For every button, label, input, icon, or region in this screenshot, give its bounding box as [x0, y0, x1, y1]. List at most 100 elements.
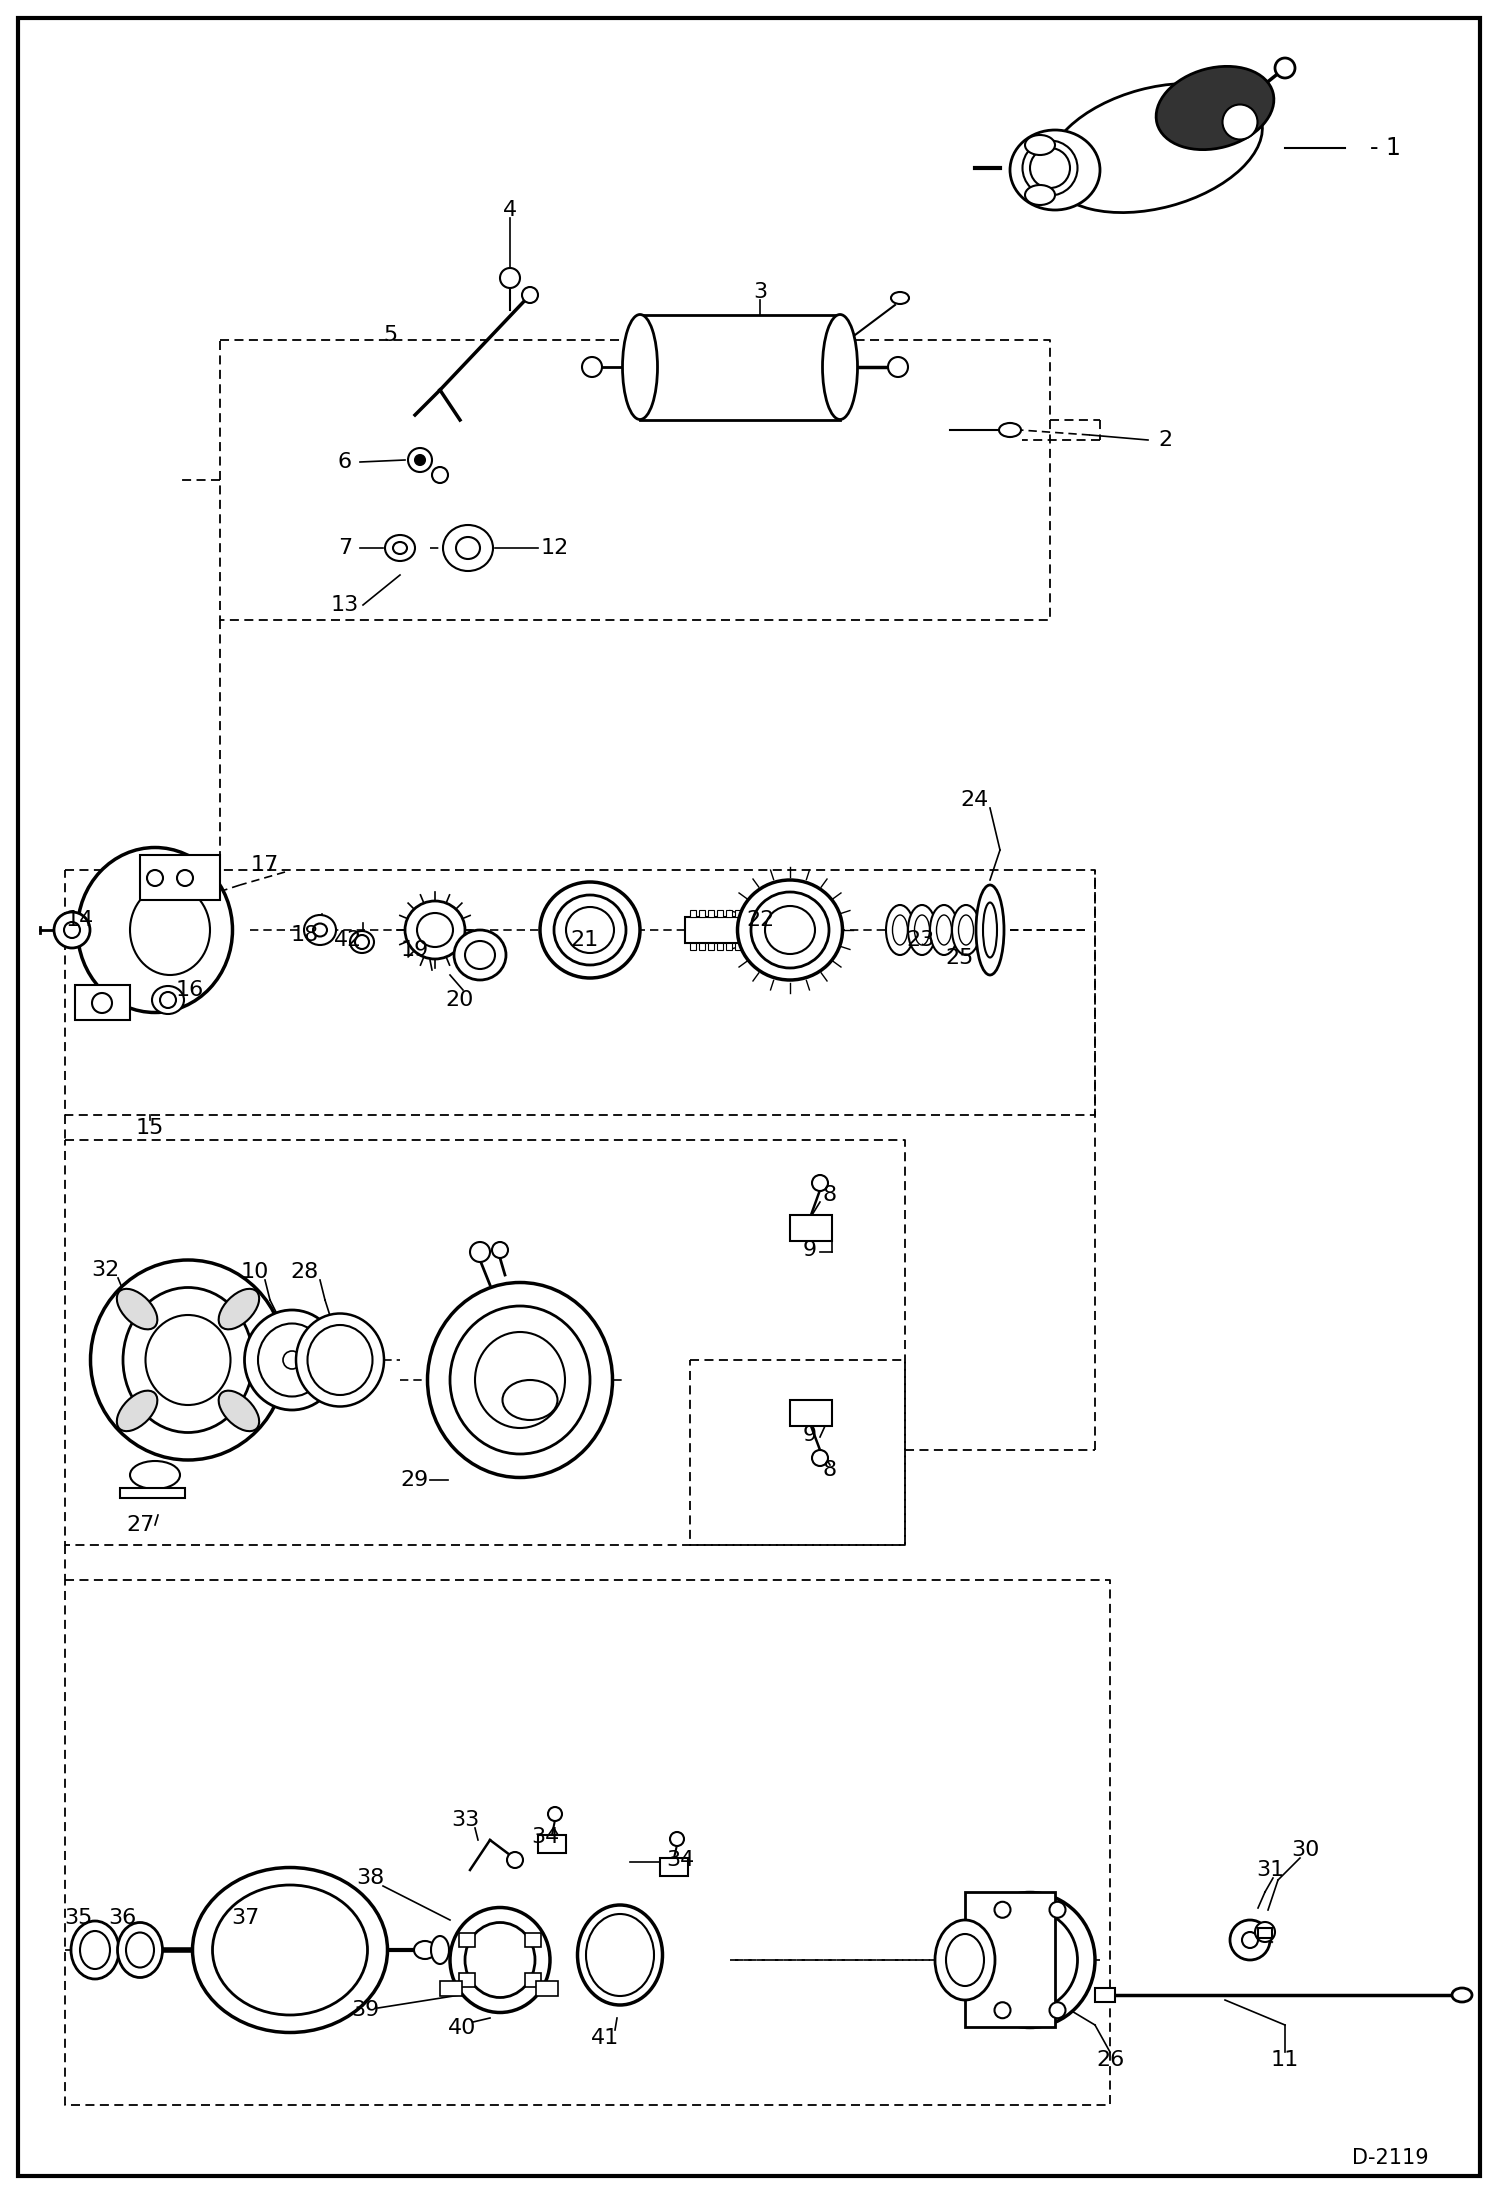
Circle shape	[1031, 147, 1070, 189]
Text: 12: 12	[541, 538, 569, 557]
Ellipse shape	[431, 1935, 449, 1964]
Ellipse shape	[219, 1288, 259, 1330]
Ellipse shape	[78, 847, 232, 1011]
Ellipse shape	[464, 1922, 535, 1997]
Circle shape	[1275, 57, 1294, 79]
Ellipse shape	[454, 930, 506, 981]
Bar	[727, 943, 733, 950]
Ellipse shape	[219, 1391, 259, 1430]
Ellipse shape	[193, 1867, 388, 2032]
Ellipse shape	[1047, 83, 1263, 213]
Ellipse shape	[623, 314, 658, 419]
Bar	[700, 943, 706, 950]
Ellipse shape	[908, 904, 936, 954]
Text: 31: 31	[1255, 1861, 1284, 1880]
Ellipse shape	[935, 1920, 995, 2001]
Ellipse shape	[70, 1922, 118, 1979]
Text: 40: 40	[448, 2018, 476, 2038]
Text: 10: 10	[241, 1262, 270, 1281]
Circle shape	[470, 1242, 490, 1262]
Ellipse shape	[413, 1942, 436, 1959]
Ellipse shape	[737, 880, 842, 981]
Bar	[1258, 1929, 1272, 1937]
Circle shape	[1242, 1933, 1258, 1948]
Ellipse shape	[449, 1907, 550, 2012]
Bar	[691, 911, 697, 917]
Bar	[745, 911, 750, 917]
Ellipse shape	[1010, 129, 1100, 211]
Ellipse shape	[90, 1259, 286, 1459]
Ellipse shape	[385, 535, 415, 562]
Ellipse shape	[953, 904, 980, 954]
Circle shape	[548, 1808, 562, 1821]
Bar	[727, 911, 733, 917]
Bar	[524, 1972, 541, 1988]
Circle shape	[1230, 1920, 1270, 1959]
Ellipse shape	[404, 902, 464, 959]
Ellipse shape	[891, 292, 909, 305]
Text: 33: 33	[451, 1810, 479, 1830]
Ellipse shape	[965, 1893, 1095, 2027]
Circle shape	[1255, 1922, 1275, 1942]
Ellipse shape	[1008, 1935, 1053, 1983]
Bar	[536, 1981, 557, 1997]
Ellipse shape	[416, 913, 452, 948]
Circle shape	[431, 467, 448, 483]
Text: 37: 37	[231, 1909, 259, 1929]
Circle shape	[506, 1852, 523, 1867]
Circle shape	[521, 287, 538, 303]
Ellipse shape	[566, 906, 614, 952]
Circle shape	[64, 921, 79, 939]
Bar	[965, 1891, 1055, 2027]
Bar	[745, 943, 750, 950]
Bar	[458, 1933, 475, 1946]
Ellipse shape	[1222, 105, 1257, 140]
Ellipse shape	[123, 1288, 253, 1433]
Ellipse shape	[351, 930, 374, 952]
Text: 25: 25	[945, 948, 974, 968]
Circle shape	[670, 1832, 685, 1845]
Circle shape	[147, 871, 163, 886]
Ellipse shape	[893, 915, 908, 946]
Ellipse shape	[1025, 136, 1055, 156]
Ellipse shape	[1156, 66, 1273, 149]
Ellipse shape	[502, 1380, 557, 1420]
Ellipse shape	[117, 1288, 157, 1330]
Ellipse shape	[586, 1913, 655, 1997]
Ellipse shape	[145, 1314, 231, 1404]
Text: 6: 6	[339, 452, 352, 472]
Text: 41: 41	[590, 2027, 619, 2047]
Ellipse shape	[151, 985, 184, 1014]
Ellipse shape	[885, 904, 914, 954]
Text: 5: 5	[383, 325, 397, 344]
Ellipse shape	[578, 1904, 662, 2005]
Ellipse shape	[392, 542, 407, 555]
Ellipse shape	[947, 1933, 984, 1986]
Bar	[661, 1858, 688, 1876]
Ellipse shape	[983, 902, 998, 957]
Bar	[120, 1488, 184, 1499]
Ellipse shape	[297, 1314, 383, 1406]
Text: 17: 17	[250, 856, 279, 875]
Circle shape	[1050, 1902, 1065, 1918]
Text: - 1: - 1	[1369, 136, 1401, 160]
Ellipse shape	[130, 884, 210, 974]
Text: 24: 24	[960, 790, 989, 810]
Ellipse shape	[117, 1391, 157, 1430]
Bar	[440, 1981, 463, 1997]
Text: 35: 35	[64, 1909, 93, 1929]
Ellipse shape	[449, 1305, 590, 1455]
Circle shape	[54, 913, 90, 948]
Text: 34: 34	[530, 1828, 559, 1847]
Ellipse shape	[213, 1885, 367, 2014]
Text: 8: 8	[822, 1459, 837, 1481]
Bar	[685, 917, 755, 943]
Text: 9: 9	[803, 1240, 816, 1259]
Circle shape	[995, 2003, 1011, 2018]
Text: 13: 13	[331, 595, 360, 614]
Bar	[789, 1215, 831, 1242]
Circle shape	[812, 1450, 828, 1466]
Circle shape	[491, 1242, 508, 1257]
Ellipse shape	[977, 884, 1004, 974]
Text: 11: 11	[1270, 2049, 1299, 2069]
